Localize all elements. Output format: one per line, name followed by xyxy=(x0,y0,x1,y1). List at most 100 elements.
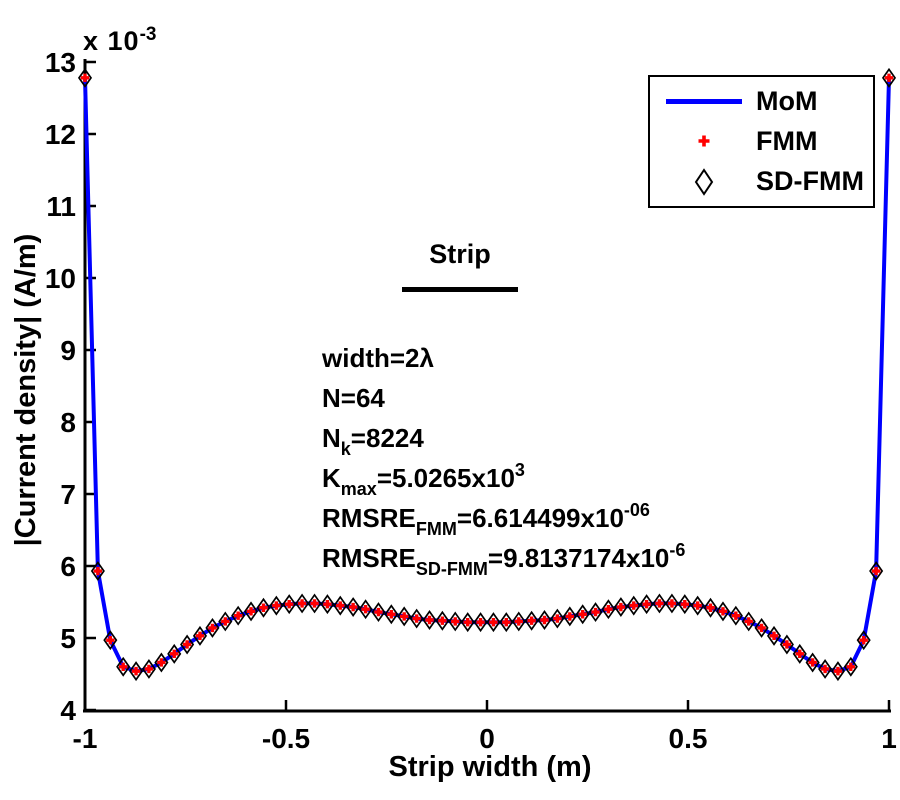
diamond-marker-icon xyxy=(703,597,718,618)
diamond-marker-icon xyxy=(715,601,731,622)
annotation-line: width=2λ xyxy=(322,338,685,378)
legend-item-fmm: FMM xyxy=(650,123,873,159)
plus-marker-icon xyxy=(246,607,256,616)
fmm-marker-icon xyxy=(662,134,746,148)
diamond-marker-icon xyxy=(435,610,450,631)
diamond-marker-icon xyxy=(562,606,577,627)
plus-marker-icon xyxy=(195,631,205,641)
y-tick-label: 4 xyxy=(60,695,76,726)
diamond-marker-icon xyxy=(779,634,794,655)
diamond-marker-icon xyxy=(601,599,616,620)
plus-marker-icon xyxy=(731,611,741,620)
diamond-marker-icon xyxy=(511,611,526,632)
y-axis-exponent-label: x 10-3 xyxy=(83,24,156,57)
annotation-sup-text: 3 xyxy=(514,460,525,480)
annotation-line: N=64 xyxy=(322,378,685,418)
sd-fmm-markers xyxy=(77,67,897,682)
plus-marker-icon xyxy=(833,666,843,676)
diamond-marker-icon xyxy=(805,652,820,673)
diamond-marker-icon xyxy=(218,611,233,632)
y-axis-ticks: 4 5 6 7 8 9 10 11 12 13 xyxy=(45,47,96,726)
plus-marker-icon xyxy=(859,635,868,645)
plus-marker-icon xyxy=(527,616,536,625)
plus-marker-icon xyxy=(157,658,166,667)
diamond-marker-icon xyxy=(881,67,897,88)
plus-marker-icon xyxy=(451,617,460,626)
annotation-text: N=64 xyxy=(322,383,385,413)
y-axis-title: |Current density| (A/m) xyxy=(10,233,42,547)
parameters-annotation: width=2λ N=64 Nk=8224 Kmax=5.0265x103 RMSREF… xyxy=(322,338,685,578)
plus-marker-icon xyxy=(578,610,587,619)
legend-label-fmm: FMM xyxy=(756,125,818,156)
legend-label-mom: MoM xyxy=(756,85,818,116)
diamond-marker-icon xyxy=(90,561,105,582)
diamond-marker-icon xyxy=(269,595,284,616)
plus-marker-icon xyxy=(540,615,549,625)
diamond-marker-icon xyxy=(652,593,667,614)
diamond-marker-icon xyxy=(486,612,501,633)
diamond-marker-icon xyxy=(664,593,679,614)
plus-marker-icon xyxy=(489,617,498,627)
diamond-marker-icon xyxy=(129,661,144,682)
diamond-marker-icon xyxy=(358,599,373,620)
diamond-marker-icon xyxy=(499,612,514,633)
diamond-marker-icon xyxy=(575,604,590,625)
plus-marker-icon xyxy=(476,617,485,627)
diamond-marker-icon xyxy=(550,608,565,629)
diamond-marker-icon xyxy=(741,611,756,632)
x-tick-label: 1 xyxy=(881,723,897,754)
plus-marker-icon xyxy=(463,617,472,627)
y-tick-label: 10 xyxy=(45,263,76,294)
diamond-marker-icon xyxy=(333,595,348,616)
annotation-text: =8224 xyxy=(350,423,424,453)
x-axis-ticks: -1 -0.5 0 0.5 1 xyxy=(73,700,897,754)
diamond-marker-icon xyxy=(626,595,641,616)
legend-label-sdfmm: SD-FMM xyxy=(756,166,864,197)
diamond-marker-icon xyxy=(307,593,322,614)
diamond-marker-icon xyxy=(167,643,182,664)
annotation-text: N xyxy=(322,423,341,453)
plus-marker-icon xyxy=(233,611,243,620)
exponent-prefix: x 10 xyxy=(83,26,140,56)
annotation-line: RMSRESD-FMM=9.8137174x10-6 xyxy=(322,538,685,578)
plus-marker-icon xyxy=(591,607,600,617)
plus-marker-icon xyxy=(80,73,90,83)
plus-marker-icon xyxy=(757,623,766,633)
plus-marker-icon xyxy=(680,599,689,609)
plus-marker-icon xyxy=(374,607,383,617)
x-tick-label: -0.5 xyxy=(262,723,310,754)
plus-marker-icon xyxy=(629,601,638,610)
annotation-text: =6.614499x10 xyxy=(456,503,624,533)
diamond-marker-icon xyxy=(766,625,782,646)
plus-marker-icon xyxy=(310,599,319,608)
x-tick-label: 0 xyxy=(479,723,495,754)
plus-marker-icon xyxy=(604,605,613,614)
diamond-marker-icon xyxy=(422,610,437,630)
plus-marker-icon xyxy=(438,616,447,625)
annotation-text: =5.0265x10 xyxy=(376,463,515,493)
plus-marker-icon xyxy=(170,649,179,659)
plus-marker-icon xyxy=(706,603,715,612)
plus-marker-icon xyxy=(744,617,753,626)
y-tick-label: 5 xyxy=(60,623,76,654)
annotation-line: Kmax=5.0265x103 xyxy=(322,458,685,498)
diamond-marker-icon xyxy=(754,617,769,638)
plus-marker-icon xyxy=(795,649,804,659)
legend-item-sdfmm: SD-FMM xyxy=(650,164,873,200)
diamond-marker-icon xyxy=(346,597,361,618)
diamond-marker-icon xyxy=(830,661,845,682)
annotation-text: width=2λ xyxy=(322,343,434,373)
diamond-marker-icon xyxy=(141,658,156,679)
exponent-value: -3 xyxy=(139,24,157,45)
plus-marker-icon xyxy=(361,605,370,614)
plus-marker-icon xyxy=(846,662,856,671)
plus-marker-icon xyxy=(285,599,294,609)
annotation-sup-text: -06 xyxy=(623,500,650,520)
diamond-marker-icon xyxy=(154,652,169,673)
y-tick-label: 6 xyxy=(60,551,76,582)
annotation-sub-text: k xyxy=(340,439,351,459)
annotation-text: =9.8137174x10 xyxy=(487,543,670,573)
x-tick-label: 0.5 xyxy=(669,723,708,754)
